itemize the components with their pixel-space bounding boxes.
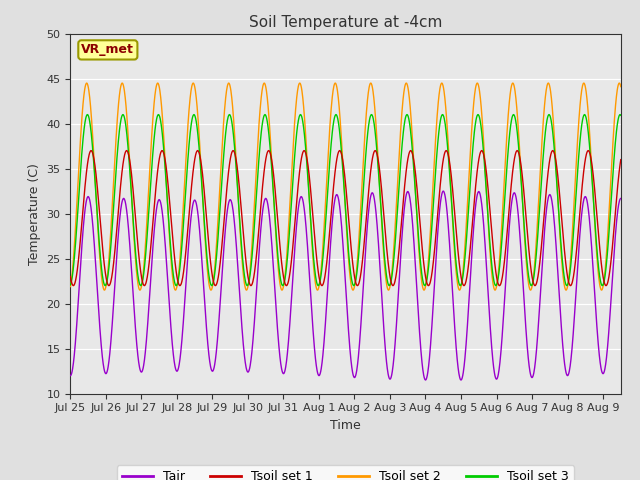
Tsoil set 1 [602, 282, 609, 288]
Tsoil set 2 [320, 230, 328, 236]
Tsoil set 1 [95, 201, 102, 206]
Tsoil set 2 [189, 80, 197, 86]
Tsoil set 3 [601, 273, 609, 278]
Tair [602, 363, 609, 369]
Tsoil set 2 [617, 84, 625, 89]
Tair [601, 365, 609, 371]
Tsoil set 2 [500, 181, 508, 187]
Tsoil set 2 [335, 95, 342, 101]
Line: Tsoil set 3: Tsoil set 3 [70, 115, 621, 286]
Tair [334, 194, 342, 200]
Tair [617, 195, 625, 201]
Tsoil set 3 [84, 112, 92, 118]
Tsoil set 3 [335, 119, 342, 125]
Tsoil set 3 [617, 112, 625, 118]
Y-axis label: Temperature (C): Temperature (C) [28, 163, 41, 264]
Tsoil set 1 [70, 283, 77, 288]
Tsoil set 3 [320, 246, 328, 252]
Line: Tsoil set 1: Tsoil set 1 [70, 151, 621, 286]
Tsoil set 1 [601, 282, 609, 288]
Legend: Tair, Tsoil set 1, Tsoil set 2, Tsoil set 3: Tair, Tsoil set 1, Tsoil set 2, Tsoil se… [117, 465, 574, 480]
Tsoil set 3 [500, 202, 508, 208]
Tair [440, 188, 447, 194]
Tsoil set 1 [336, 148, 344, 154]
Tsoil set 3 [67, 282, 74, 288]
Line: Tair: Tair [70, 191, 621, 380]
Tsoil set 1 [500, 259, 508, 265]
Tair [319, 346, 327, 352]
Tsoil set 2 [67, 284, 74, 289]
Tsoil set 3 [421, 283, 429, 288]
Tair [422, 377, 429, 383]
Tsoil set 3 [95, 233, 102, 239]
Tsoil set 2 [602, 264, 609, 270]
Tair [67, 372, 74, 378]
X-axis label: Time: Time [330, 419, 361, 432]
Tsoil set 1 [67, 274, 74, 279]
Tsoil set 3 [602, 270, 609, 276]
Tsoil set 1 [320, 279, 328, 285]
Tair [95, 305, 102, 311]
Tsoil set 2 [601, 267, 609, 273]
Text: VR_met: VR_met [81, 43, 134, 56]
Line: Tsoil set 2: Tsoil set 2 [70, 83, 621, 290]
Tair [500, 300, 508, 306]
Tsoil set 1 [335, 150, 342, 156]
Title: Soil Temperature at -4cm: Soil Temperature at -4cm [249, 15, 442, 30]
Tsoil set 1 [617, 157, 625, 163]
Tsoil set 2 [95, 235, 102, 241]
Tsoil set 2 [598, 287, 605, 293]
